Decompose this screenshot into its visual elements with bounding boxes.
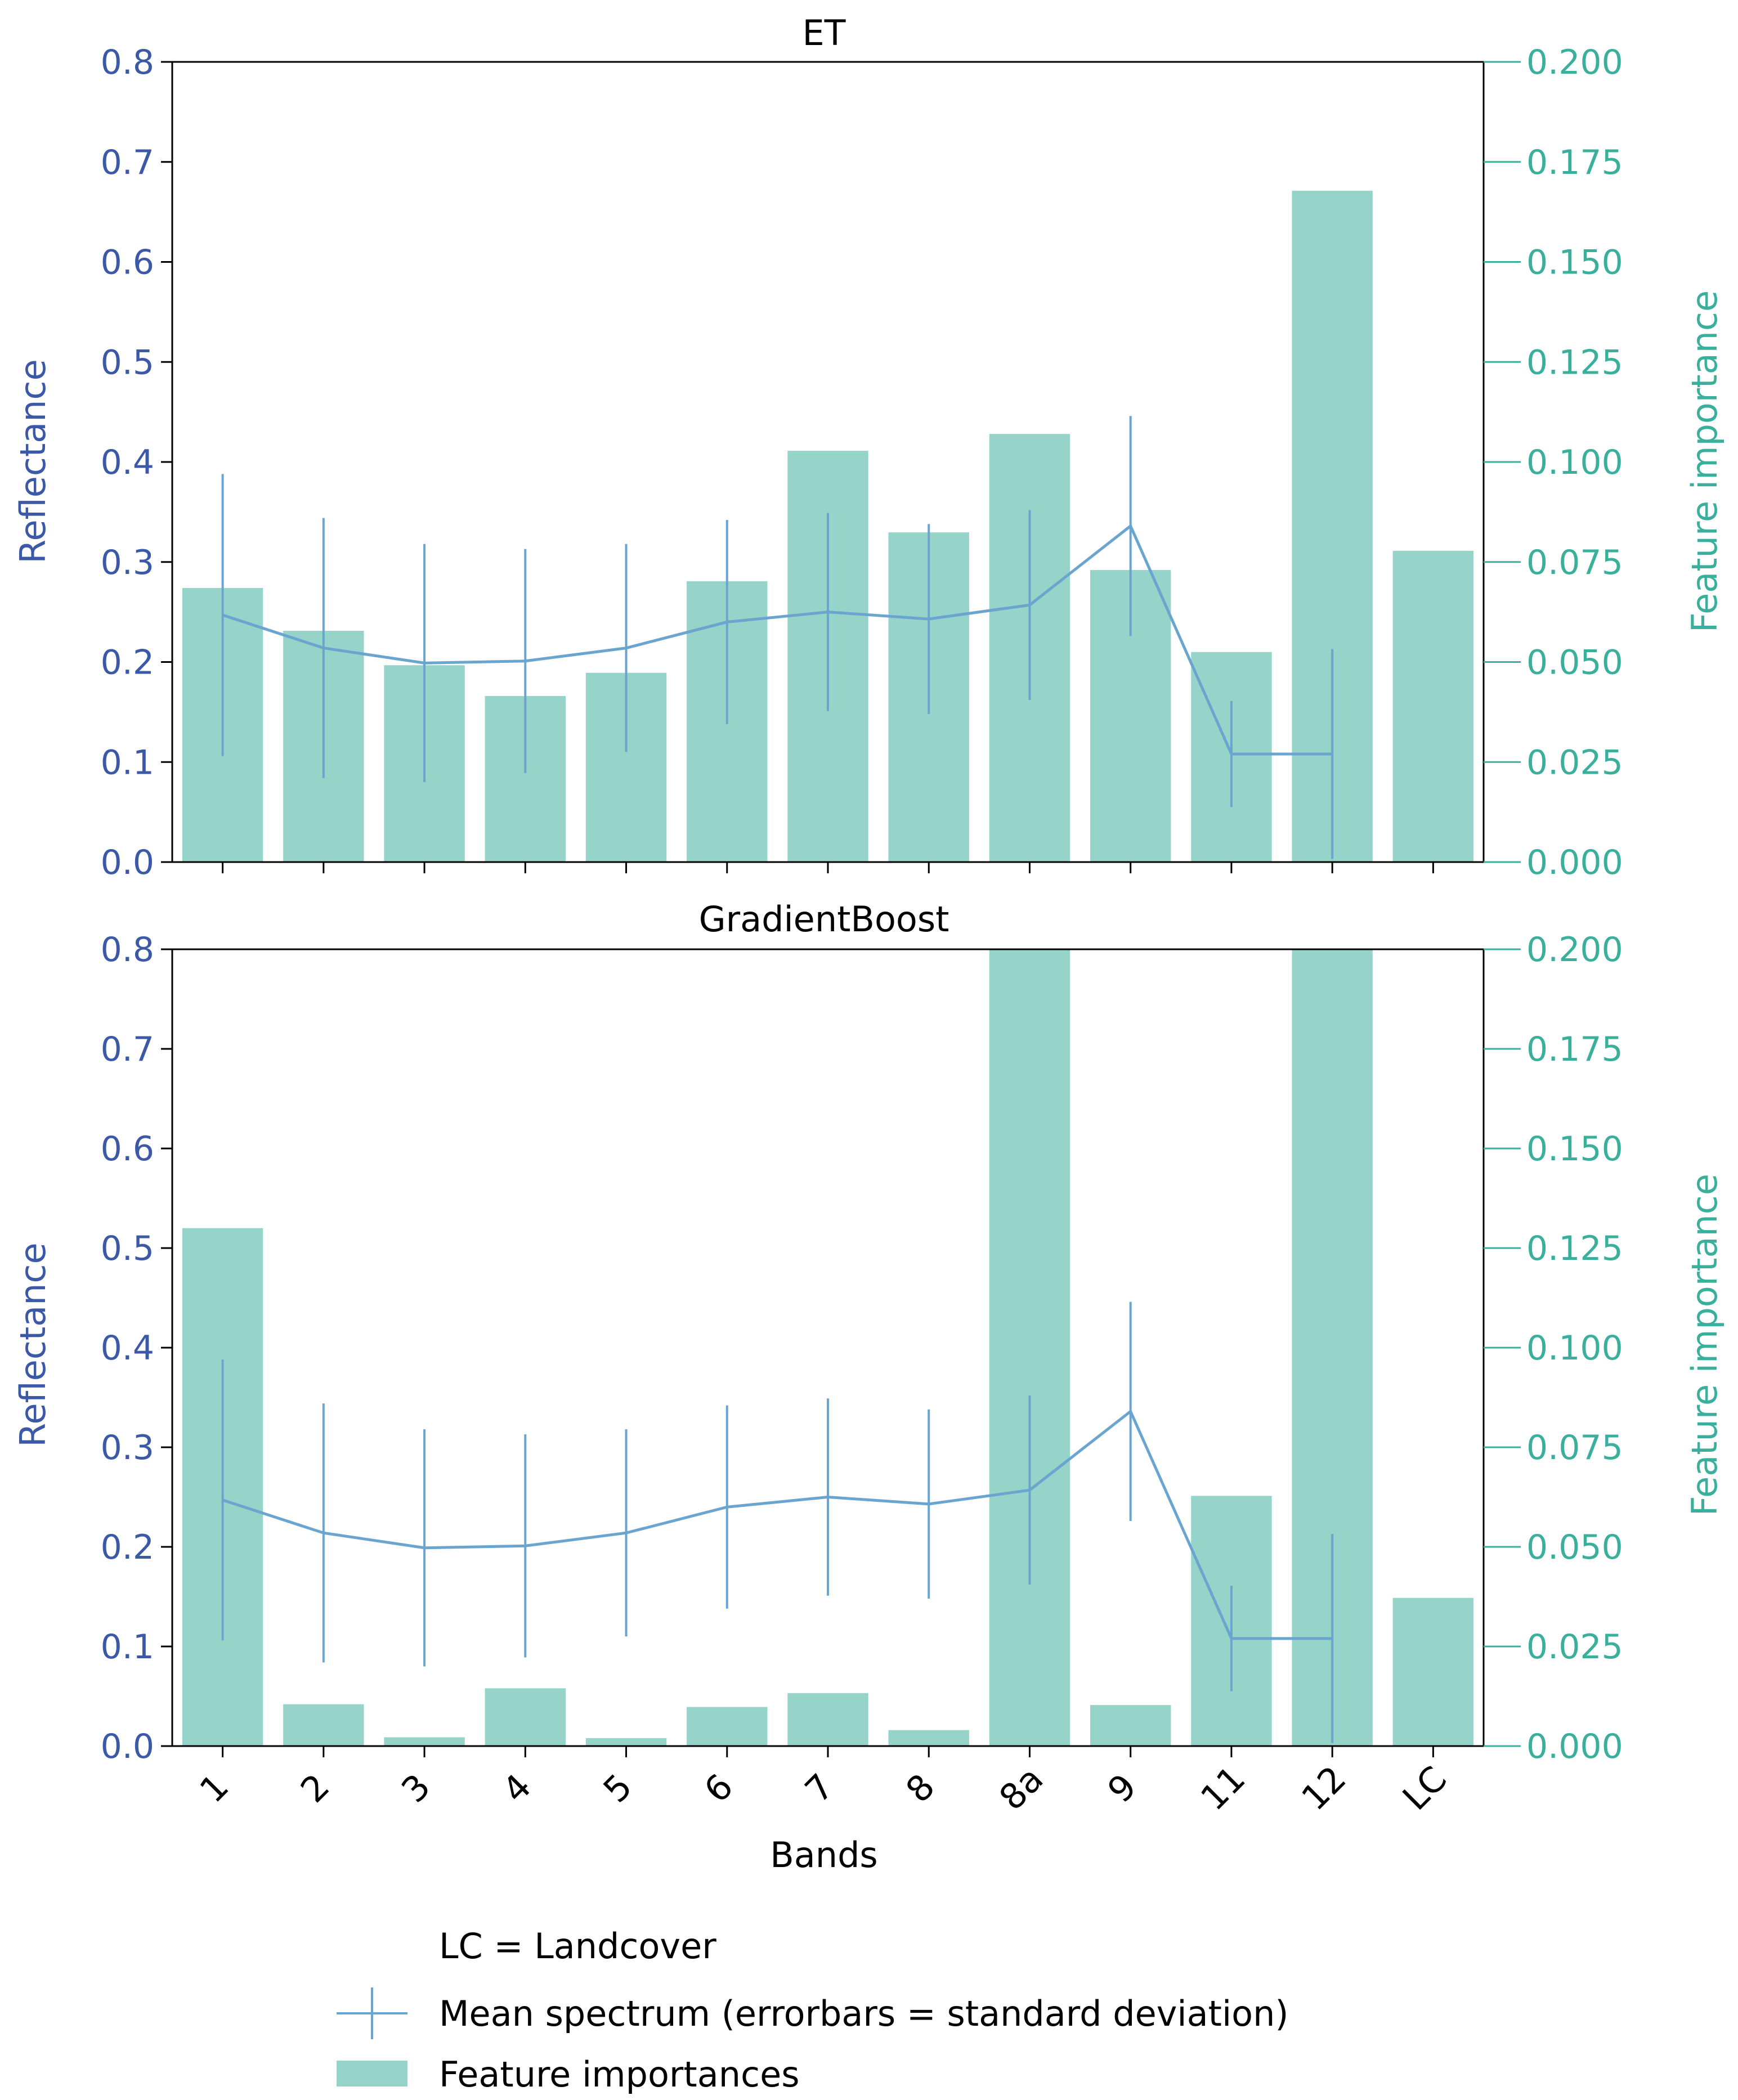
right-axis-tick-label: 0.025 [1526,1627,1623,1667]
right-axis-tick-label: 0.000 [1526,1727,1623,1766]
feature-importance-bar [283,1704,364,1746]
top-left-axis-label: Reflectance [12,359,53,564]
right-axis-tick-label: 0.025 [1526,743,1623,782]
bottom-left-axis-label: Reflectance [12,1242,53,1447]
right-axis-tick-label: 0.175 [1526,143,1623,182]
bottom-right-axis-label: Feature importance [1684,1174,1725,1516]
left-axis-tick-label: 0.7 [101,1030,154,1069]
feature-importance-bar [585,1738,667,1746]
bottom-panel-title: GradientBoost [699,899,949,940]
x-axis-label: Bands [770,1834,877,1875]
right-axis-tick-label: 0.125 [1526,343,1623,382]
right-axis-tick-label: 0.050 [1526,643,1623,683]
legend-line-label: Mean spectrum (errorbars = standard devi… [439,1993,1289,2034]
left-axis-tick-label: 0.3 [101,543,154,582]
left-axis-tick-label: 0.6 [101,1129,154,1169]
right-axis-tick-label: 0.075 [1526,1428,1623,1468]
right-axis-tick-label: 0.100 [1526,443,1623,482]
left-axis-tick-label: 0.6 [101,243,154,282]
top-panel-plot: 0.0 0.1 0.2 0.3 0.4 0.5 0.6 0.7 0.8 0.000 0.025 0.0… [101,43,1623,882]
left-axis-tick-label: 0.8 [101,43,154,82]
left-axis-tick-label: 0.4 [101,443,154,482]
right-axis-tick-label: 0.200 [1526,930,1623,970]
top-panel: ET 0.0 0.1 0.2 0.3 0.4 0.5 0.6 0.7 0.8 0.000 0.025… [12,12,1725,882]
feature-importance-bar [1090,1705,1171,1746]
right-axis-tick-label: 0.200 [1526,43,1623,82]
feature-importance-bar [485,1688,566,1746]
right-axis-tick-label: 0.175 [1526,1030,1623,1069]
right-axis-tick-label: 0.150 [1526,243,1623,282]
legend-bar-label: Feature importances [439,2054,800,2095]
left-axis-tick-label: 0.1 [101,1627,154,1667]
left-axis-tick-label: 0.2 [101,1528,154,1567]
right-axis-tick-label: 0.125 [1526,1229,1623,1268]
bottom-panel: GradientBoost 0.00.10.20.30.40.50.60.70.… [12,899,1725,1766]
left-axis-tick-label: 0.0 [101,1727,154,1766]
right-axis-tick-label: 0.075 [1526,543,1623,582]
left-axis-tick-label: 0.4 [101,1329,154,1368]
top-panel-title: ET [802,12,846,53]
left-axis-tick-label: 0.5 [101,343,154,382]
left-axis-tick-label: 0.8 [101,930,154,970]
legend-bar-swatch [337,2061,407,2086]
right-axis-tick-label: 0.150 [1526,1129,1623,1169]
left-axis-tick-label: 0.0 [101,843,154,882]
feature-importance-bar [787,1693,868,1746]
left-axis-tick-label: 0.2 [101,643,154,683]
legend-note: LC = Landcover [439,1926,716,1967]
feature-importance-bar [989,949,1070,1746]
feature-importance-bar [687,1707,768,1746]
right-axis-tick-label: 0.050 [1526,1528,1623,1567]
top-right-axis-label: Feature importance [1684,290,1725,632]
legend: LC = Landcover Mean spectrum (errorbars … [337,1926,1289,2095]
left-axis-tick-label: 0.5 [101,1229,154,1268]
left-axis-tick-label: 0.7 [101,143,154,182]
feature-importance-bar [1392,1598,1474,1746]
right-axis-tick-label: 0.000 [1526,843,1623,882]
mean-spectrum-line [222,523,1333,756]
left-axis-tick-label: 0.3 [101,1428,154,1468]
feature-importance-bar [1392,550,1474,862]
feature-importance-bar [888,1730,969,1746]
mean-spectrum-line [222,1409,1333,1640]
bottom-panel-plot: 0.0 0.1 0.2 0.3 0.4 0.5 0.6 0.7 0.8 0.000 0.025 0.0… [101,930,1623,1766]
feature-importance-bar [384,1737,465,1746]
left-axis-tick-label: 0.1 [101,743,154,782]
right-axis-tick-label: 0.100 [1526,1329,1623,1368]
